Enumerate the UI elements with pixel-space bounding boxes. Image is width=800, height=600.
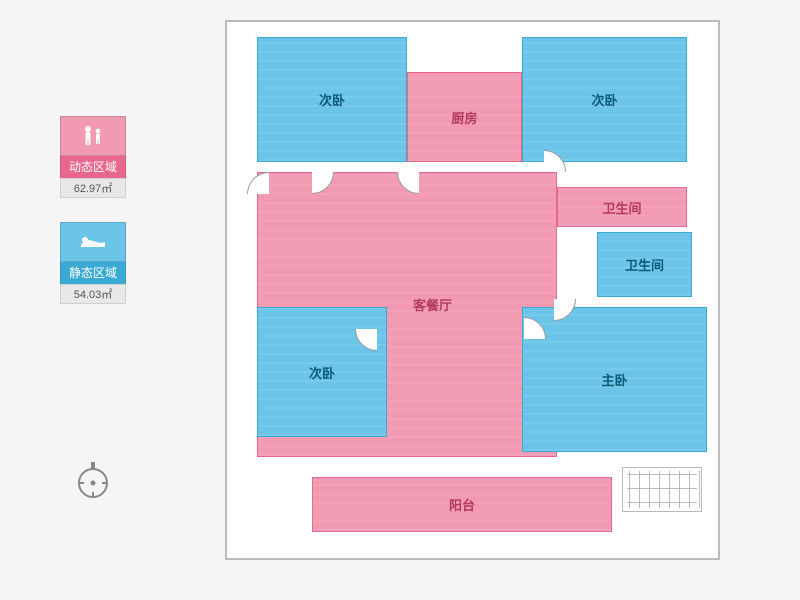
room-bedroom-nw: 次卧 xyxy=(257,37,407,162)
floorplan: 客餐厅次卧次卧厨房卫生间卫生间次卧主卧阳台 xyxy=(225,20,720,560)
room-bath-upper: 卫生间 xyxy=(557,187,687,227)
room-label-bath-upper: 卫生间 xyxy=(602,198,641,217)
room-label-living: 客餐厅 xyxy=(413,295,452,314)
room-label-bedroom-nw: 次卧 xyxy=(319,90,345,109)
room-balcony: 阳台 xyxy=(312,477,612,532)
sleep-icon xyxy=(78,233,108,251)
legend-static-value: 54.03㎡ xyxy=(60,284,126,304)
people-icon xyxy=(79,125,107,147)
room-label-master: 主卧 xyxy=(601,370,627,389)
legend-static: 静态区域 54.03㎡ xyxy=(60,222,126,304)
room-label-balcony: 阳台 xyxy=(449,495,475,514)
room-kitchen: 厨房 xyxy=(407,72,522,162)
room-label-bedroom-ne: 次卧 xyxy=(591,90,617,109)
room-bath-lower: 卫生间 xyxy=(597,232,692,297)
room-label-bedroom-sw: 次卧 xyxy=(309,363,335,382)
room-label-kitchen: 厨房 xyxy=(451,108,477,127)
room-bedroom-sw: 次卧 xyxy=(257,307,387,437)
legend-dynamic: 动态区域 62.97㎡ xyxy=(60,116,126,198)
legend-dynamic-icon xyxy=(60,116,126,156)
compass-icon xyxy=(76,460,110,494)
legend-static-label: 静态区域 xyxy=(60,262,126,284)
legend-dynamic-value: 62.97㎡ xyxy=(60,178,126,198)
room-bedroom-ne: 次卧 xyxy=(522,37,687,162)
legend-static-icon xyxy=(60,222,126,262)
balcony-railing xyxy=(622,467,702,512)
room-master: 主卧 xyxy=(522,307,707,452)
legend-panel: 动态区域 62.97㎡ 静态区域 54.03㎡ xyxy=(60,116,126,328)
legend-dynamic-label: 动态区域 xyxy=(60,156,126,178)
room-label-bath-lower: 卫生间 xyxy=(625,255,664,274)
